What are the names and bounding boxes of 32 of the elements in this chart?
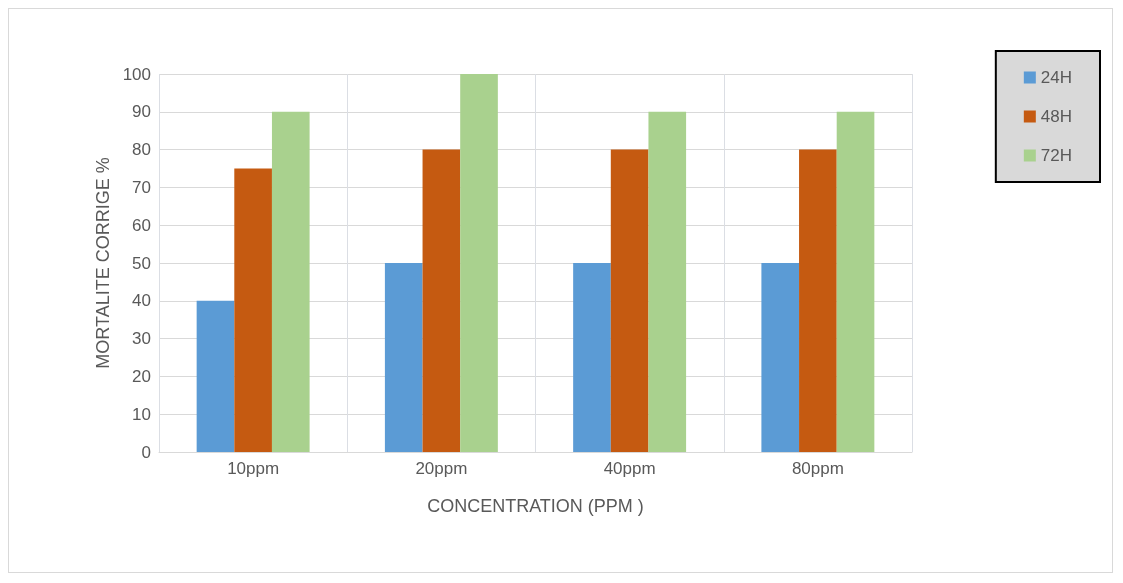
x-tick-label: 20ppm	[415, 459, 468, 478]
y-tick-label: 60	[132, 215, 151, 235]
legend-label: 24H	[1040, 68, 1072, 87]
bar	[271, 111, 310, 452]
y-tick-label: 0	[141, 442, 151, 462]
bar	[761, 263, 800, 452]
bar	[799, 149, 837, 452]
x-tick-label: 80ppm	[791, 459, 844, 478]
y-tick-label: 40	[132, 291, 151, 311]
x-axis-title: CONCENTRATION (PPM )	[427, 496, 644, 516]
y-tick-label: 30	[132, 329, 151, 349]
y-tick-label: 70	[132, 177, 151, 197]
bar	[610, 149, 649, 452]
bar	[384, 263, 423, 452]
y-tick-label: 50	[132, 253, 151, 273]
y-tick-label: 20	[132, 366, 151, 386]
x-tick-label: 40ppm	[603, 459, 656, 478]
bar	[460, 74, 498, 452]
y-axis-title: MORTALITE CORRIGE %	[92, 157, 113, 369]
bar	[836, 111, 875, 452]
legend-label: 48H	[1040, 107, 1072, 126]
bar	[196, 300, 235, 452]
bar	[422, 149, 461, 452]
bar	[234, 168, 272, 452]
y-tick-label: 90	[132, 102, 151, 122]
legend-label: 72H	[1040, 146, 1072, 165]
bar	[573, 263, 611, 452]
y-tick-label: 10	[132, 404, 151, 424]
x-tick-label: 10ppm	[227, 459, 280, 478]
y-tick-label: 100	[122, 64, 151, 84]
y-tick-label: 80	[132, 140, 151, 160]
bar	[648, 111, 687, 452]
